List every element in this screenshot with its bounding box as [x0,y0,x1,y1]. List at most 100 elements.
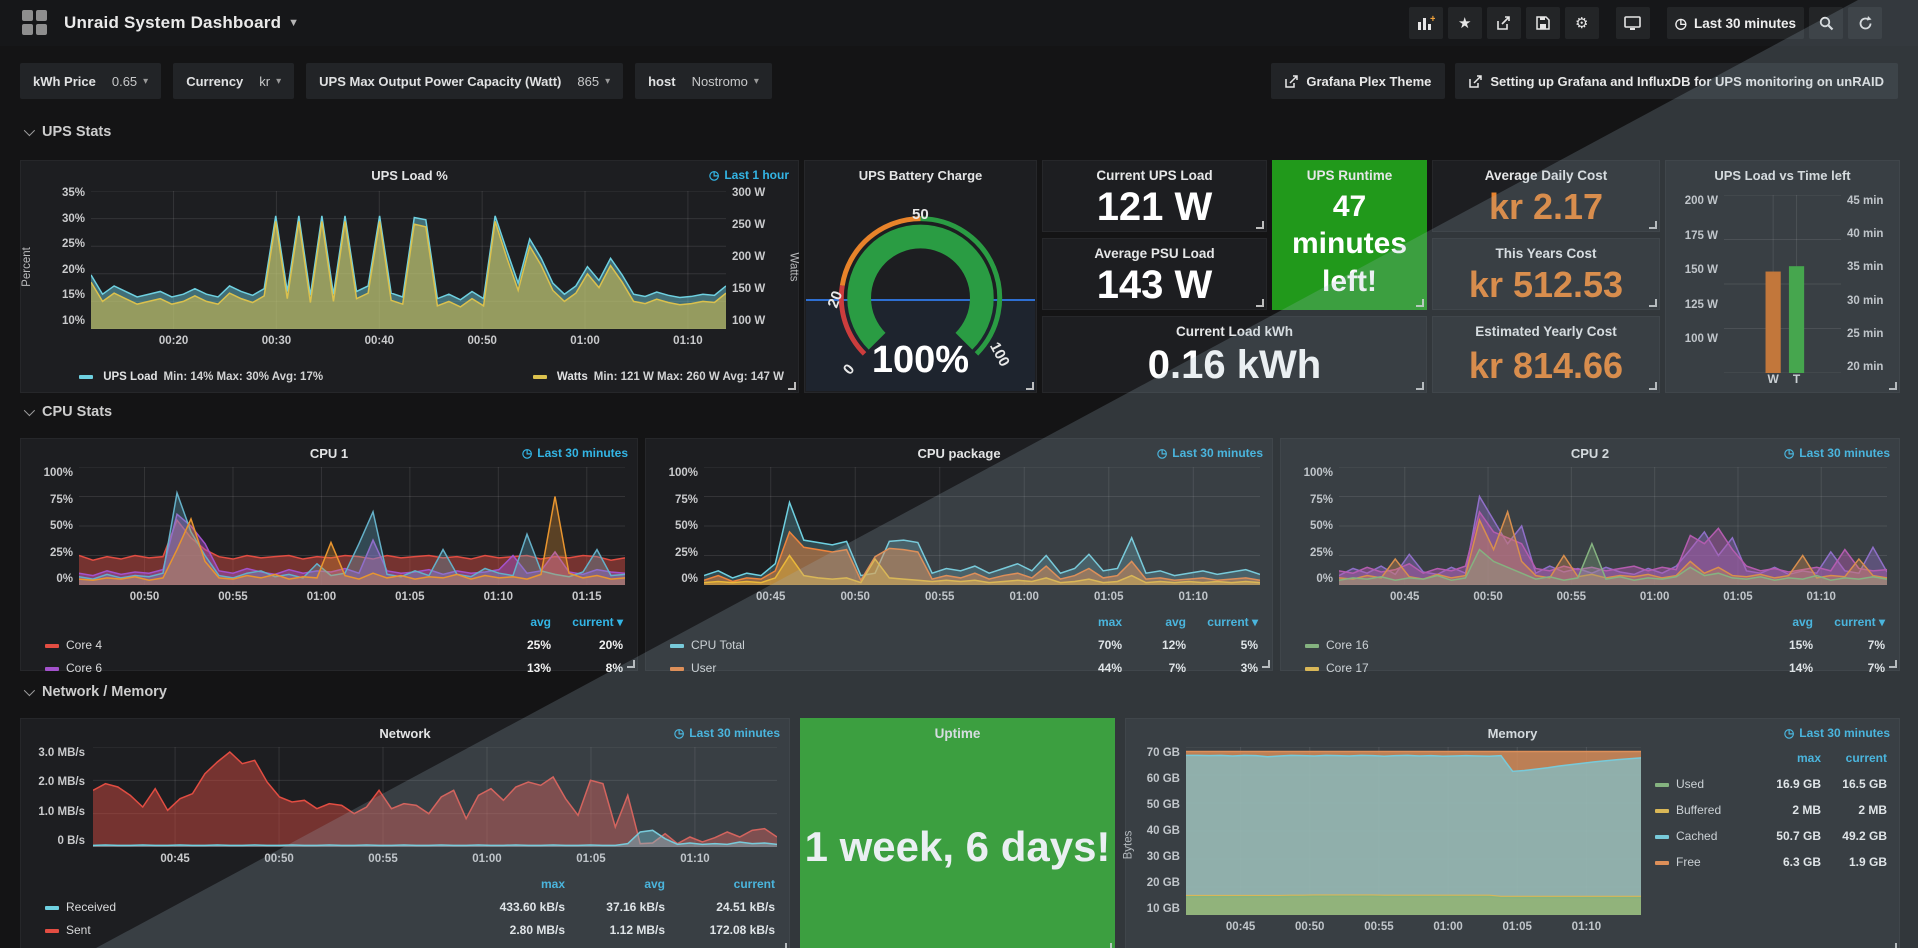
panel-title[interactable]: Average PSU Load [1094,246,1215,261]
section-network-memory[interactable]: Network / Memory [23,684,167,700]
external-link-icon [1469,74,1483,88]
legend-series[interactable]: Core 17 [1305,661,1749,675]
panel-time-range[interactable]: ◷ Last 30 minutes [1783,726,1890,740]
chevron-down-icon: ▾ [143,75,149,87]
legend-col-max[interactable]: max [1796,751,1821,765]
legend-col-current[interactable]: current ▾ [1834,615,1885,629]
link-label: Setting up Grafana and InfluxDB for UPS … [1490,73,1884,89]
panel-estimated-yearly-cost: Estimated Yearly Cost kr 814.66 [1432,316,1660,393]
chart-area[interactable] [93,747,777,847]
submenu: kWh Price 0.65 ▾ Currency kr ▾ UPS Max O… [0,60,1918,102]
legend-series-watts[interactable]: Watts Min: 121 W Max: 260 W Avg: 147 W [532,371,784,383]
chart-area[interactable] [1186,747,1641,915]
settings-button[interactable]: ⚙ [1564,7,1599,39]
legend-series-ups-load[interactable]: UPS Load Min: 14% Max: 30% Avg: 17% [79,371,323,383]
star-button[interactable]: ★ [1447,7,1482,39]
chevron-down-icon[interactable]: ▼ [288,17,300,29]
legend-series[interactable]: Core 6 [45,661,487,675]
legend-series[interactable]: CPU Total [670,638,1058,652]
variable-label: Currency [186,73,244,89]
legend-series[interactable]: Used [1655,777,1755,791]
legend-col-current[interactable]: current [1845,751,1887,765]
legend-col-avg[interactable]: avg [1165,615,1186,629]
legend-series[interactable]: Core 4 [45,638,487,652]
chart-area[interactable] [1339,467,1887,585]
legend-col-current[interactable]: current ▾ [572,615,623,629]
grafana-apps-icon[interactable] [22,10,48,36]
panel-title[interactable]: Network [379,726,431,741]
monitor-icon [1624,15,1642,30]
panel-ups-load: UPS Load % ◷ Last 1 hour Percent Watts 3… [20,160,800,393]
panel-current-load-kwh: Current Load kWh 0.16 kWh [1042,316,1427,393]
panel-title[interactable]: UPS Load vs Time left [1714,168,1851,183]
chart-area[interactable] [1724,195,1841,373]
panel-title[interactable]: Average Daily Cost [1484,168,1608,183]
legend-series[interactable]: Sent [45,923,455,937]
gauge-tick: 50 [912,206,929,223]
panel-title[interactable]: UPS Load % [371,168,448,183]
legend-col-avg[interactable]: avg [644,877,665,891]
variable-value[interactable]: kr [259,73,271,89]
legend-col-current[interactable]: current ▾ [1207,615,1258,629]
panel-title[interactable]: This Years Cost [1495,246,1597,261]
save-icon [1535,16,1550,30]
panel-title[interactable]: CPU 2 [1570,446,1610,461]
panel-cpu1: CPU 1 ◷ Last 30 minutes 100% 75% 50% 25% 0% 0… [20,438,638,675]
variable-value[interactable]: 865 [577,73,600,89]
panel-title[interactable]: Current UPS Load [1096,168,1213,183]
panel-time-range[interactable]: ◷ Last 30 minutes [1156,446,1263,460]
panel-title[interactable]: UPS Runtime [1306,168,1393,183]
panel-title[interactable]: Memory [1487,726,1538,741]
legend-col-max[interactable]: max [1097,615,1122,629]
add-panel-button[interactable]: + [1408,7,1443,39]
panel-title[interactable]: Current Load kWh [1176,324,1293,339]
chevron-down-icon: ▾ [753,75,759,87]
legend-col-current[interactable]: current [733,877,775,891]
panel-ups-battery-charge: UPS Battery Charge 0 20 50 100 100% [804,160,1037,393]
x-axis: W T [1767,372,1801,386]
share-button[interactable] [1486,7,1521,39]
legend-col-max[interactable]: max [540,877,565,891]
panel-title[interactable]: Uptime [934,726,981,741]
link-grafana-plex-theme[interactable]: Grafana Plex Theme [1271,63,1446,99]
variable-value[interactable]: 0.65 [111,73,138,89]
variable-host[interactable]: host Nostromo ▾ [635,63,772,99]
legend-series[interactable]: Core 16 [1305,638,1749,652]
legend-col-avg[interactable]: avg [530,615,551,629]
search-button[interactable] [1809,7,1843,39]
legend-series[interactable]: Cached [1655,829,1755,843]
legend-series[interactable]: User [670,661,1058,675]
cycle-view-button[interactable] [1615,7,1650,39]
panel-time-range[interactable]: ◷ Last 30 minutes [521,446,628,460]
panel-title[interactable]: CPU package [917,446,1001,461]
series-swatch [79,374,93,379]
panel-time-range[interactable]: ◷ Last 30 minutes [1783,446,1890,460]
section-cpu-stats[interactable]: CPU Stats [23,404,112,420]
time-range-picker[interactable]: ◷ Last 30 minutes [1666,7,1804,39]
refresh-button[interactable] [1848,7,1882,39]
chevron-down-icon: ▾ [605,75,611,87]
variable-value[interactable]: Nostromo [691,73,748,89]
panel-title[interactable]: Estimated Yearly Cost [1475,324,1617,339]
save-button[interactable] [1525,7,1560,39]
chart-area[interactable] [704,467,1260,585]
chart-area[interactable] [79,467,625,585]
gauge[interactable] [813,191,1028,382]
panel-time-range[interactable]: ◷ Last 30 minutes [673,726,780,740]
legend-col-avg[interactable]: avg [1792,615,1813,629]
link-ups-monitoring-guide[interactable]: Setting up Grafana and InfluxDB for UPS … [1455,63,1898,99]
section-ups-stats[interactable]: UPS Stats [23,124,111,140]
panel-title[interactable]: UPS Battery Charge [858,168,983,183]
legend: avg current ▾ Core 4 25% 20% Core 6 13% … [45,615,623,675]
legend-series[interactable]: Free [1655,855,1755,869]
panel-title[interactable]: CPU 1 [309,446,349,461]
dashboard-title[interactable]: Unraid System Dashboard [64,13,282,32]
variable-kwh-price[interactable]: kWh Price 0.65 ▾ [20,63,162,99]
variable-currency[interactable]: Currency kr ▾ [173,63,295,99]
legend-series[interactable]: Buffered [1655,803,1755,817]
series-swatch [532,374,547,379]
chart-area[interactable] [91,191,726,329]
legend-series[interactable]: Received [45,900,455,914]
variable-ups-max-output[interactable]: UPS Max Output Power Capacity (Watt) 865… [306,63,624,99]
panel-time-range[interactable]: ◷ Last 1 hour [709,168,789,182]
